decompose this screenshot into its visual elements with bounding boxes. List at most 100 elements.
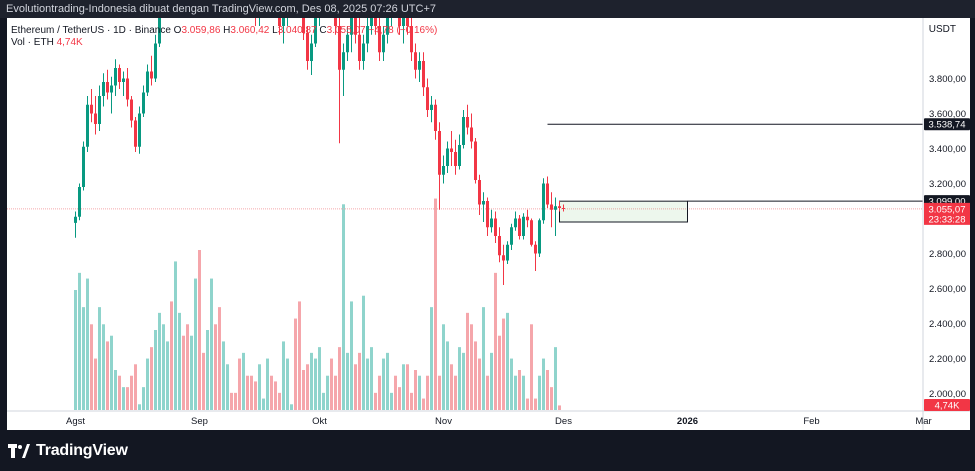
candle-body xyxy=(278,18,281,26)
volume-bar xyxy=(446,341,449,410)
candle xyxy=(114,59,117,96)
volume-bar xyxy=(474,341,477,410)
y-tick-label: 2.600,00 xyxy=(929,284,966,295)
candle xyxy=(142,85,145,117)
candle xyxy=(82,141,85,191)
volume-bar xyxy=(338,347,341,410)
candle-body xyxy=(466,117,469,128)
footer: TradingView xyxy=(0,430,975,471)
volume-value: 4,74K xyxy=(56,37,83,48)
candles xyxy=(74,18,565,285)
candle xyxy=(366,18,369,53)
candle xyxy=(354,18,357,44)
volume-bar xyxy=(354,364,357,410)
candle xyxy=(406,18,409,35)
candle-body xyxy=(406,18,409,26)
volume-bar xyxy=(158,312,161,410)
candle xyxy=(126,68,129,107)
tradingview-logo[interactable]: TradingView xyxy=(8,442,128,460)
volume-bar xyxy=(426,375,429,410)
candle xyxy=(98,85,101,131)
candle-body xyxy=(106,82,109,93)
x-tick-label: Mar xyxy=(915,416,931,427)
volume-bar xyxy=(190,335,193,410)
volume-bar xyxy=(414,370,417,410)
volume-bar xyxy=(166,341,169,410)
high-value: 3.060,42 xyxy=(230,25,270,36)
volume-bar xyxy=(498,335,501,410)
candle-body xyxy=(350,18,353,35)
symbol-legend[interactable]: Ethereum / TetherUS · 1D · Binance O3.05… xyxy=(11,25,437,37)
candle xyxy=(154,34,157,82)
last-price-label: 3.055,07 xyxy=(929,204,966,215)
candle-body xyxy=(82,146,85,187)
candle xyxy=(86,96,89,152)
candle-body xyxy=(414,52,417,70)
tradingview-logo-icon xyxy=(8,444,30,458)
candle-body xyxy=(306,33,309,61)
candle xyxy=(342,43,345,96)
candle xyxy=(374,18,377,35)
x-tick-label: 2026 xyxy=(677,416,698,427)
candle xyxy=(138,106,141,154)
volume-bar xyxy=(146,358,149,410)
candle xyxy=(494,211,497,243)
candle-body xyxy=(490,218,493,228)
volume-bar xyxy=(318,347,321,410)
candle-body xyxy=(378,26,381,53)
candle-body xyxy=(562,208,565,209)
candle-body xyxy=(426,87,429,110)
volume-bar xyxy=(398,387,401,410)
candle-body xyxy=(518,218,521,236)
price-chart[interactable]: 3.800,00 3.600,00 3.400,00 3.200,00 2.800,00… xyxy=(7,18,970,430)
candle xyxy=(278,18,281,35)
candle-body xyxy=(502,255,505,261)
candle xyxy=(462,110,465,149)
chart-frame[interactable]: 3.800,00 3.600,00 3.400,00 3.200,00 2.800,00… xyxy=(7,18,970,430)
candle xyxy=(398,18,401,35)
candle xyxy=(450,131,453,166)
high-key: H xyxy=(223,25,231,36)
volume-bar xyxy=(78,272,81,410)
candle xyxy=(362,34,365,70)
candle-body xyxy=(514,218,517,228)
horizontal-line-price-label: 3.538,74 xyxy=(929,120,966,131)
volume-bar xyxy=(542,358,545,410)
candle-body xyxy=(438,131,441,175)
candle-body xyxy=(374,18,377,26)
volume-bar xyxy=(546,370,549,410)
volume-bar xyxy=(266,358,269,410)
candle xyxy=(514,211,517,231)
candle xyxy=(386,18,389,44)
volume-bar xyxy=(418,375,421,410)
volume-bar xyxy=(202,352,205,410)
drawings xyxy=(7,123,923,223)
volume-bar xyxy=(174,261,177,410)
volume-bar xyxy=(126,387,129,410)
candle xyxy=(558,201,561,212)
volume-bar xyxy=(438,375,441,410)
candle xyxy=(382,26,385,61)
candle-body xyxy=(418,61,421,70)
candle xyxy=(391,18,392,26)
volume-bar xyxy=(478,358,481,410)
volume-legend[interactable]: Vol · ETH 4,74K xyxy=(11,37,83,49)
volume-bar xyxy=(182,335,185,410)
volume-bar xyxy=(270,375,273,410)
volume-bar xyxy=(458,347,461,410)
volume-price-label: 4,74K xyxy=(935,401,960,412)
candle xyxy=(302,18,305,40)
candle xyxy=(306,26,309,70)
candle xyxy=(498,227,501,263)
candle xyxy=(442,155,445,184)
candle xyxy=(402,18,405,44)
candle-body xyxy=(146,71,149,93)
candle xyxy=(255,18,256,26)
candle-body xyxy=(494,218,497,236)
candle xyxy=(542,178,545,224)
volume-bar xyxy=(386,352,389,410)
volume-bar xyxy=(246,375,249,410)
candle xyxy=(538,218,541,257)
x-tick-label: Des xyxy=(555,416,572,427)
volume-bar xyxy=(114,370,117,410)
